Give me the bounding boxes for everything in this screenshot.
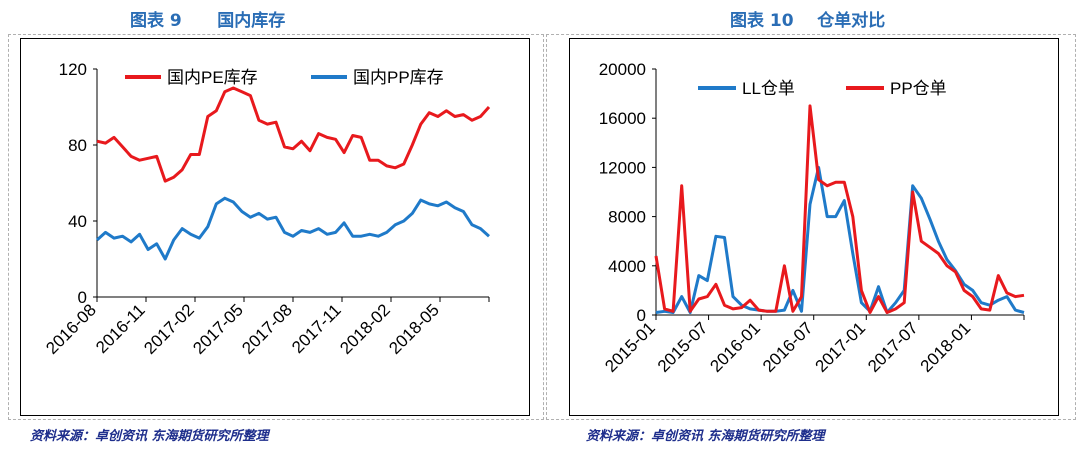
y-tick-label: 4000 — [608, 257, 646, 276]
x-tick-label: 2017-01 — [812, 318, 870, 376]
x-tick-label: 2015-07 — [654, 318, 712, 376]
legend-label-1: LL仓单 — [742, 79, 795, 98]
x-tick-label: 2016-11 — [92, 300, 149, 357]
x-tick-label: 2018-01 — [917, 318, 975, 376]
source-note-left: 资料来源：卓创资讯 东海期货研究所整理 — [30, 429, 269, 444]
x-tick-label: 2016-01 — [706, 318, 764, 376]
legend-label-2: 国内PP库存 — [353, 68, 444, 87]
y-tick-label: 16000 — [599, 109, 646, 128]
x-tick-label: 2017-07 — [864, 318, 922, 376]
figure-frame-right — [546, 34, 1076, 420]
x-tick-label: 2016-08 — [42, 300, 100, 358]
y-tick-label: 12000 — [599, 158, 646, 177]
y-tick-label: 8000 — [608, 208, 646, 227]
x-tick-label: 2018-02 — [336, 300, 394, 358]
y-tick-label: 80 — [68, 136, 87, 155]
x-tick-label: 2018-05 — [385, 300, 443, 358]
chart-panel-left: 0 40 80 120 2016-08 2016-11 2017-02 2017-05 2017… — [20, 38, 530, 416]
source-note-right: 资料来源：卓创资讯 东海期货研究所整理 — [586, 429, 825, 444]
series-line-2 — [96, 196, 490, 261]
x-tick-label: 2017-08 — [238, 300, 296, 358]
x-tick-label: 2017-11 — [288, 300, 345, 357]
chart-panel-right: 0 4000 8000 12000 16000 20000 2015-01 2015-07 20… — [569, 38, 1059, 416]
y-tick-label: 20000 — [599, 60, 646, 79]
y-tick-label: 0 — [637, 306, 646, 325]
legend-label-2: PP仓单 — [890, 79, 947, 98]
x-tick-label: 2017-05 — [189, 300, 247, 358]
legend-label-1: 国内PE库存 — [167, 68, 258, 87]
figure-frame-left — [8, 34, 544, 420]
series-line-1 — [655, 165, 1025, 314]
series-line-1 — [96, 86, 491, 183]
y-tick-label: 0 — [78, 288, 87, 307]
x-tick-label: 2015-01 — [601, 318, 659, 376]
y-tick-label: 40 — [68, 212, 87, 231]
x-tick-label: 2017-02 — [140, 300, 198, 358]
figure-title-right: 图表 10 仓单对比 — [730, 11, 886, 31]
inventory-chart: 040801202016-082016-112017-022017-052017… — [42, 60, 491, 358]
y-tick-label: 120 — [59, 60, 87, 79]
warehouse-receipt-chart: 0400080001200016000200002015-012015-0720… — [599, 60, 1025, 376]
series-line-2 — [654, 104, 1025, 314]
x-tick-label: 2016-07 — [759, 318, 817, 376]
figure-title-left: 图表 9 国内库存 — [130, 11, 286, 31]
